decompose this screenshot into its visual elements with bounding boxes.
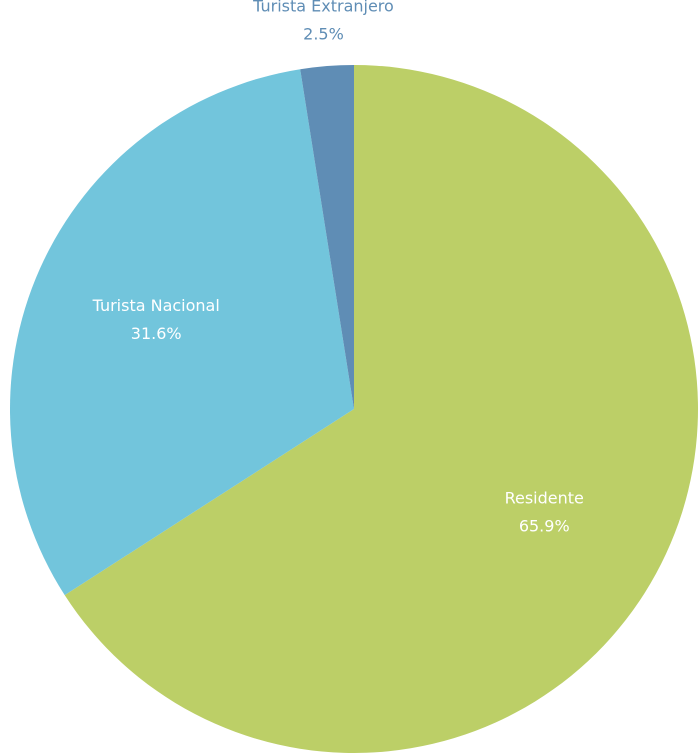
pie-slice	[300, 65, 354, 409]
slice-label: Residente	[505, 488, 584, 507]
pie-slice	[64, 65, 698, 753]
pie-slice	[10, 69, 355, 596]
slice-label: Turista Extranjero	[252, 0, 394, 16]
slice-value-label: 65.9%	[519, 516, 570, 535]
slice-value-label: 2.5%	[303, 25, 344, 44]
slice-value-label: 31.6%	[131, 324, 182, 343]
slice-label: Turista Nacional	[92, 296, 220, 315]
